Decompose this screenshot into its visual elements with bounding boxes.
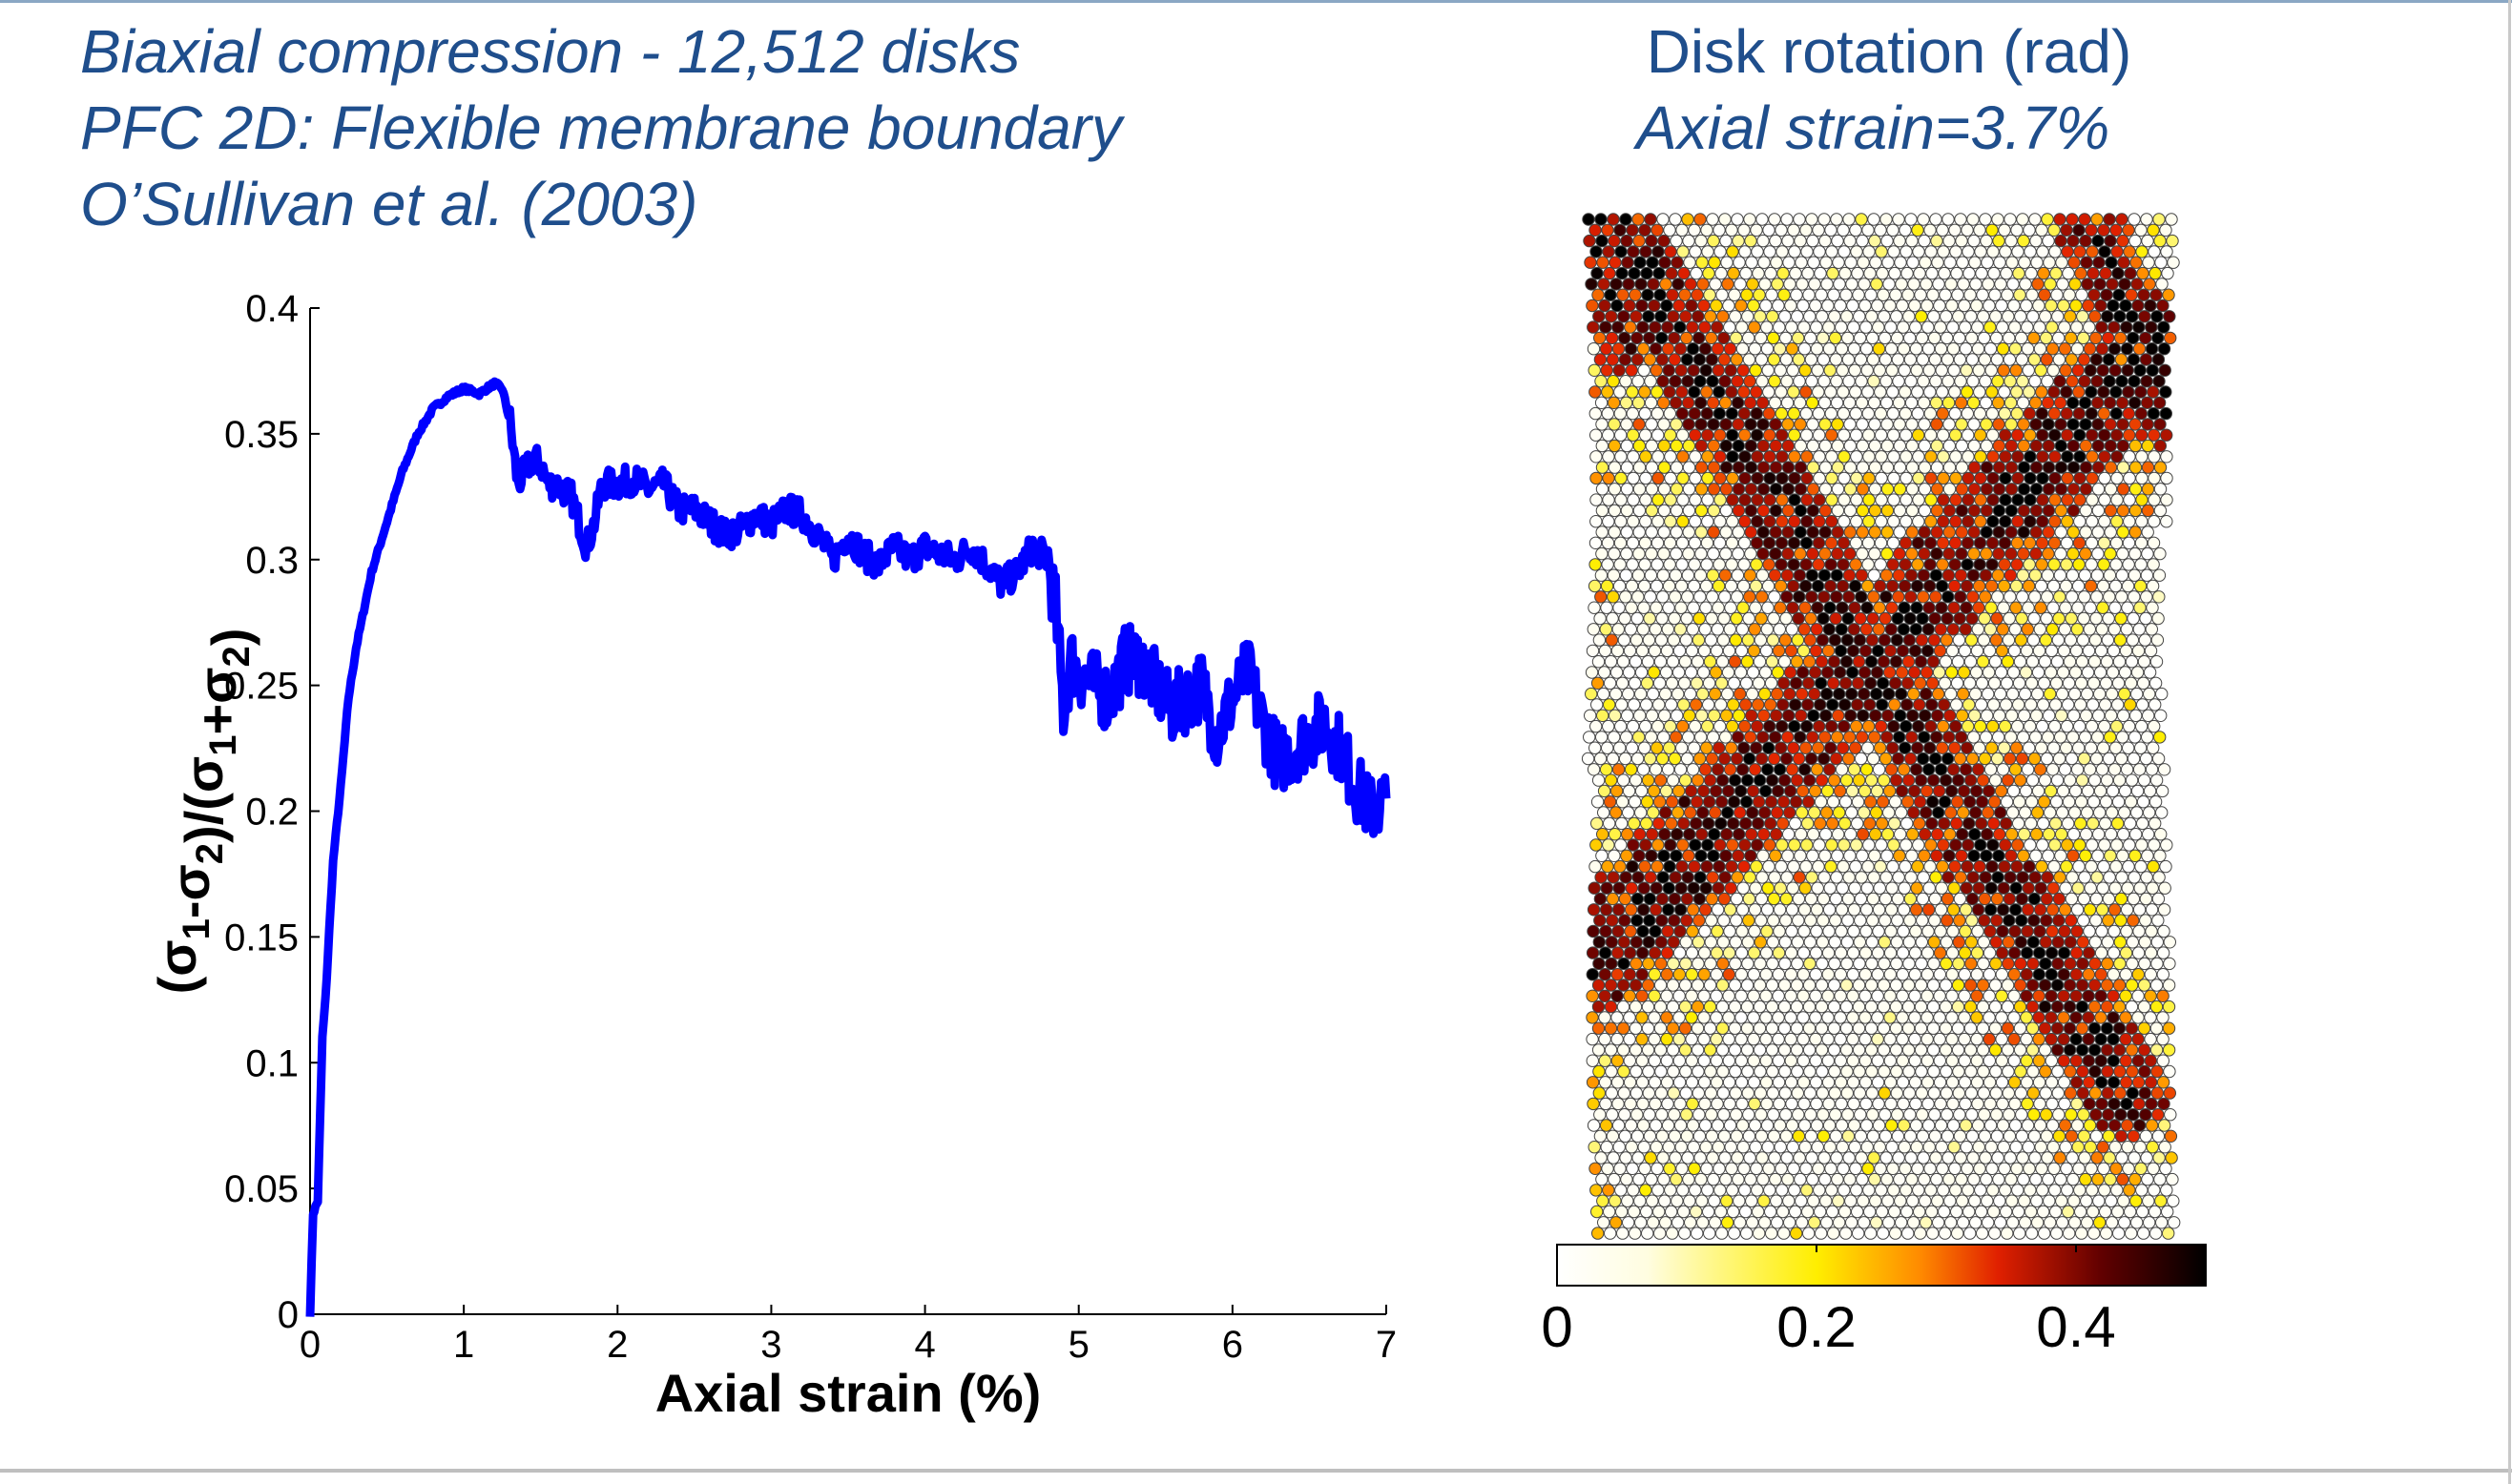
y-tick-label: 0.15 <box>224 917 299 958</box>
y-tick-label: 0 <box>278 1294 299 1336</box>
rotation-title: Disk rotation (rad) <box>1646 17 2132 86</box>
bottom-border <box>0 1469 2512 1473</box>
colorbar <box>1556 1244 2207 1287</box>
x-axis-label: Axial strain (%) <box>655 1363 1042 1423</box>
title-line-2: PFC 2D: Flexible membrane boundary <box>80 93 1123 162</box>
y-axis-label: (σ1-σ2)/(σ1+σ2) <box>147 629 260 995</box>
colorbar-tick-label: 0.2 <box>1776 1295 1856 1359</box>
y-tick-label: 0.2 <box>245 792 299 834</box>
colorbar-tick-label: 0.4 <box>2036 1295 2115 1359</box>
x-tick-label: 1 <box>453 1324 474 1366</box>
y-tick-label: 0.1 <box>245 1042 299 1084</box>
x-tick-label: 6 <box>1222 1324 1243 1366</box>
y-tick-label: 0.35 <box>224 414 299 456</box>
y-tick-label: 0.3 <box>245 540 299 582</box>
right-border <box>2508 0 2511 1484</box>
y-tick-label: 0.25 <box>224 666 299 708</box>
stress-ratio-chart: 0 1 2 3 4 5 6 7 0 0.05 0.1 0.15 0.2 0.25 0.3 0.35 0.4 Axi… <box>147 288 1397 1423</box>
x-tick-label: 4 <box>914 1324 935 1366</box>
x-tick-label: 7 <box>1376 1324 1397 1366</box>
x-tick-label: 2 <box>607 1324 628 1366</box>
y-tick-label: 0.4 <box>245 288 299 330</box>
x-tick-label: 3 <box>760 1324 781 1366</box>
title-line-1: Biaxial compression - 12,512 disks <box>80 17 1021 86</box>
slide-title: Biaxial compression - 12,512 disks PFC 2… <box>80 13 1122 242</box>
top-border <box>0 0 2512 3</box>
x-tick-label: 0 <box>300 1324 321 1366</box>
rotation-subtitle: Axial strain=3.7% <box>1636 93 2110 162</box>
disk-assembly <box>1581 213 2181 1240</box>
stress-ratio-series-line <box>305 377 1391 1317</box>
title-line-3: O’Sullivan et al. (2003) <box>80 170 698 238</box>
x-tick-label: 5 <box>1069 1324 1090 1366</box>
colorbar-tick-label: 0 <box>1541 1295 1572 1359</box>
y-tick-label: 0.05 <box>224 1168 299 1210</box>
